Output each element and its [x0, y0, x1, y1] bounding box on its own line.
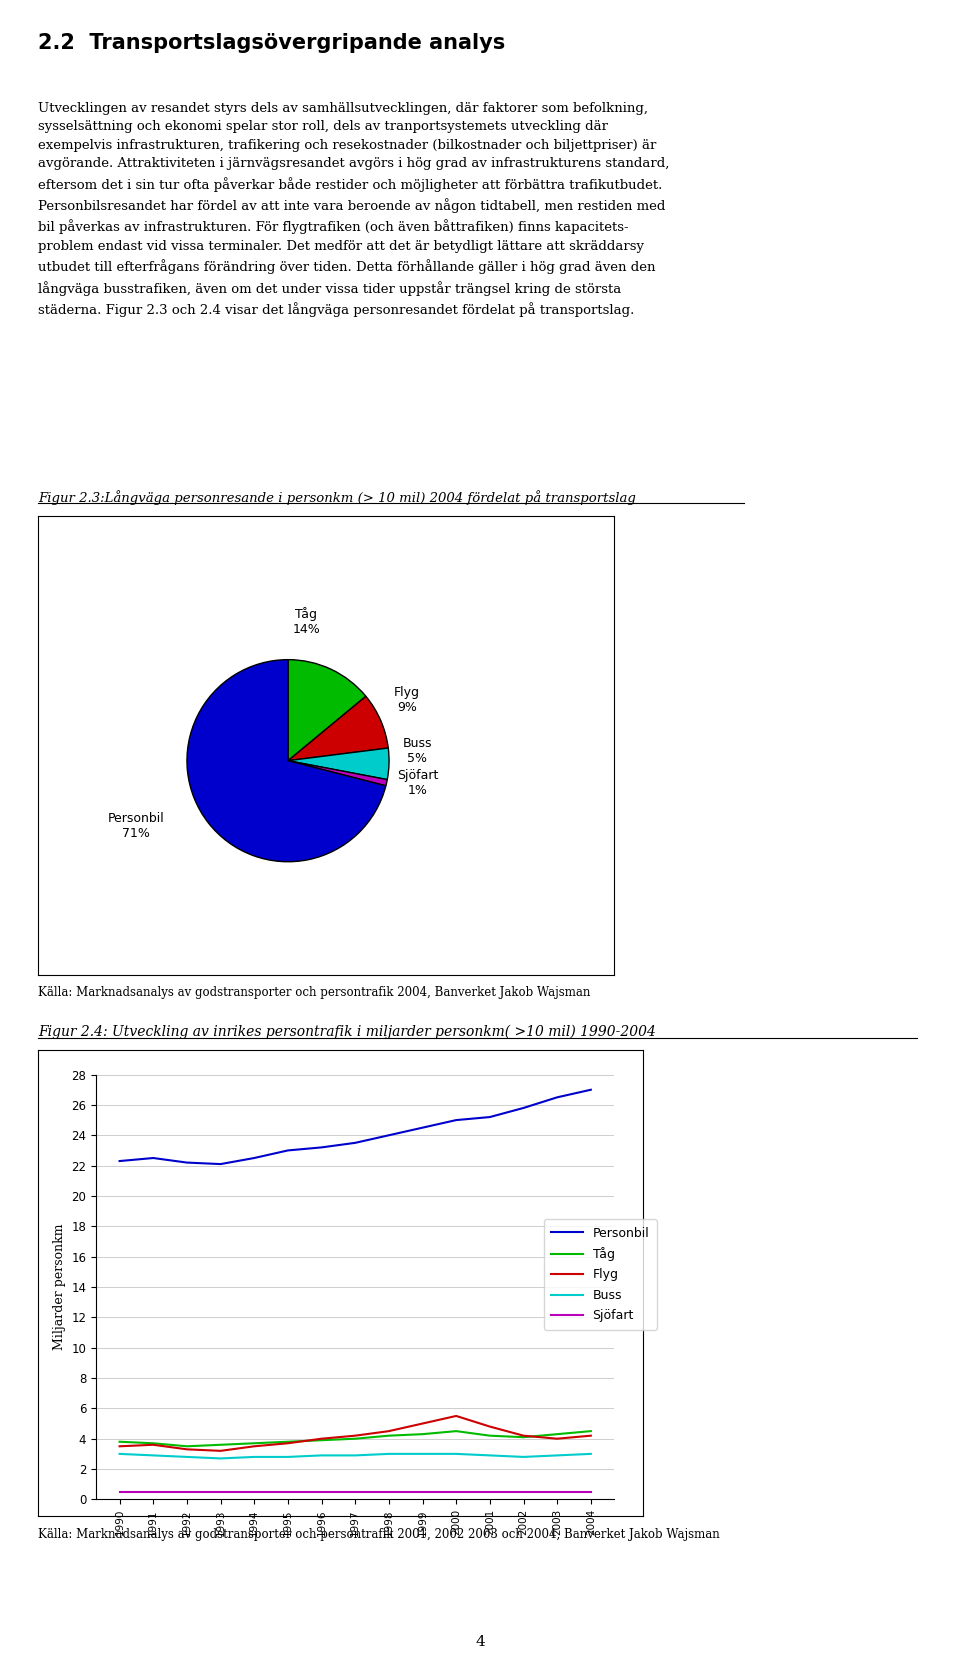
- Legend: Personbil, Tåg, Flyg, Buss, Sjöfart: Personbil, Tåg, Flyg, Buss, Sjöfart: [544, 1220, 657, 1329]
- Text: Flyg
9%: Flyg 9%: [395, 686, 420, 715]
- Text: Buss
5%: Buss 5%: [402, 736, 432, 765]
- Wedge shape: [288, 761, 387, 786]
- Text: Personbil
71%: Personbil 71%: [108, 813, 165, 840]
- Text: Utvecklingen av resandet styrs dels av samhällsutvecklingen, där faktorer som be: Utvecklingen av resandet styrs dels av s…: [38, 102, 670, 317]
- Text: 2.2  Transportslagsövergripande analys: 2.2 Transportslagsövergripande analys: [38, 33, 506, 53]
- Y-axis label: Miljarder personkm: Miljarder personkm: [53, 1225, 65, 1349]
- Text: Figur 2.3:Långväga personresande i personkm (> 10 mil) 2004 fördelat på transpor: Figur 2.3:Långväga personresande i perso…: [38, 490, 636, 505]
- Wedge shape: [288, 660, 366, 761]
- Text: Tåg
14%: Tåg 14%: [292, 606, 320, 636]
- Wedge shape: [288, 696, 388, 761]
- Text: Figur 2.4: Utveckling av inrikes persontrafik i miljarder personkm( >10 mil) 199: Figur 2.4: Utveckling av inrikes persont…: [38, 1025, 657, 1040]
- Text: Källa: Marknadsanalys av godstransporter och persontrafik 2004, Banverket Jakob : Källa: Marknadsanalys av godstransporter…: [38, 986, 590, 1000]
- Wedge shape: [288, 748, 389, 780]
- Text: 4: 4: [475, 1634, 485, 1649]
- Text: Sjöfart
1%: Sjöfart 1%: [396, 770, 438, 796]
- Text: Källa: Marknadsanalys av godstransporter och persontrafik 2001, 2002 2003 och 20: Källa: Marknadsanalys av godstransporter…: [38, 1528, 720, 1541]
- Wedge shape: [187, 660, 386, 861]
